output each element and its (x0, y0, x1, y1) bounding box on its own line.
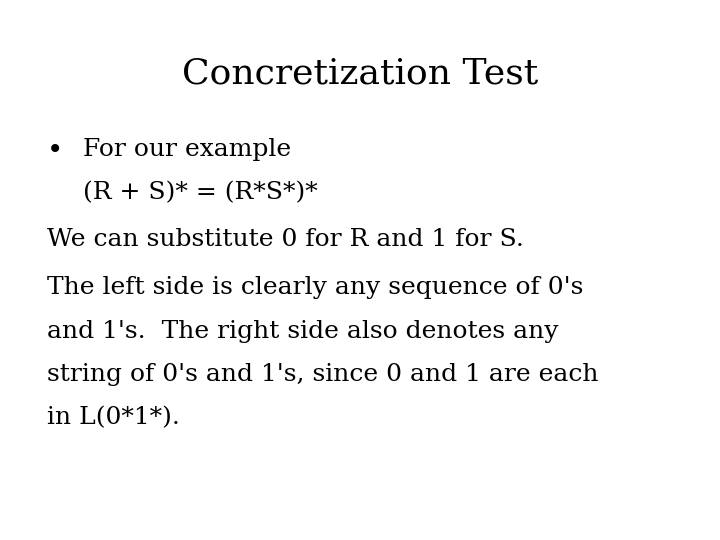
Text: For our example: For our example (83, 138, 291, 161)
Text: Concretization Test: Concretization Test (182, 57, 538, 91)
Text: The left side is clearly any sequence of 0's: The left side is clearly any sequence of… (47, 276, 583, 300)
Text: (R + S)* = (R*S*)*: (R + S)* = (R*S*)* (83, 181, 318, 204)
Text: string of 0's and 1's, since 0 and 1 are each: string of 0's and 1's, since 0 and 1 are… (47, 363, 598, 386)
Text: •: • (47, 138, 63, 165)
Text: in L(0*1*).: in L(0*1*). (47, 406, 180, 429)
Text: and 1's.  The right side also denotes any: and 1's. The right side also denotes any (47, 320, 558, 343)
Text: We can substitute 0 for R and 1 for S.: We can substitute 0 for R and 1 for S. (47, 228, 523, 251)
